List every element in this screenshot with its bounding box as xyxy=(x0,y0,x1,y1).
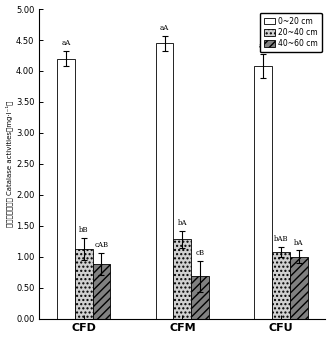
Text: aA: aA xyxy=(61,39,71,47)
Text: aA: aA xyxy=(160,24,169,32)
Text: aA: aA xyxy=(259,42,268,50)
Bar xyxy=(75,249,93,319)
Bar xyxy=(290,257,308,319)
Text: bA: bA xyxy=(178,219,187,227)
Bar xyxy=(191,277,209,319)
Text: cAB: cAB xyxy=(94,241,109,249)
Text: bB: bB xyxy=(79,226,88,234)
Text: bA: bA xyxy=(294,239,304,247)
Bar xyxy=(272,252,290,319)
Bar xyxy=(255,66,272,319)
Legend: 0~20 cm, 20~40 cm, 40~60 cm: 0~20 cm, 20~40 cm, 40~60 cm xyxy=(260,13,322,52)
Text: cB: cB xyxy=(196,249,205,257)
Bar xyxy=(173,239,191,319)
Bar xyxy=(57,59,75,319)
Bar xyxy=(156,43,173,319)
Y-axis label: 过氧化氢酶活性 Catalase activities（mg·l⁻¹）: 过氧化氢酶活性 Catalase activities（mg·l⁻¹） xyxy=(6,101,13,227)
Text: bAB: bAB xyxy=(274,235,288,243)
Bar xyxy=(93,264,110,319)
